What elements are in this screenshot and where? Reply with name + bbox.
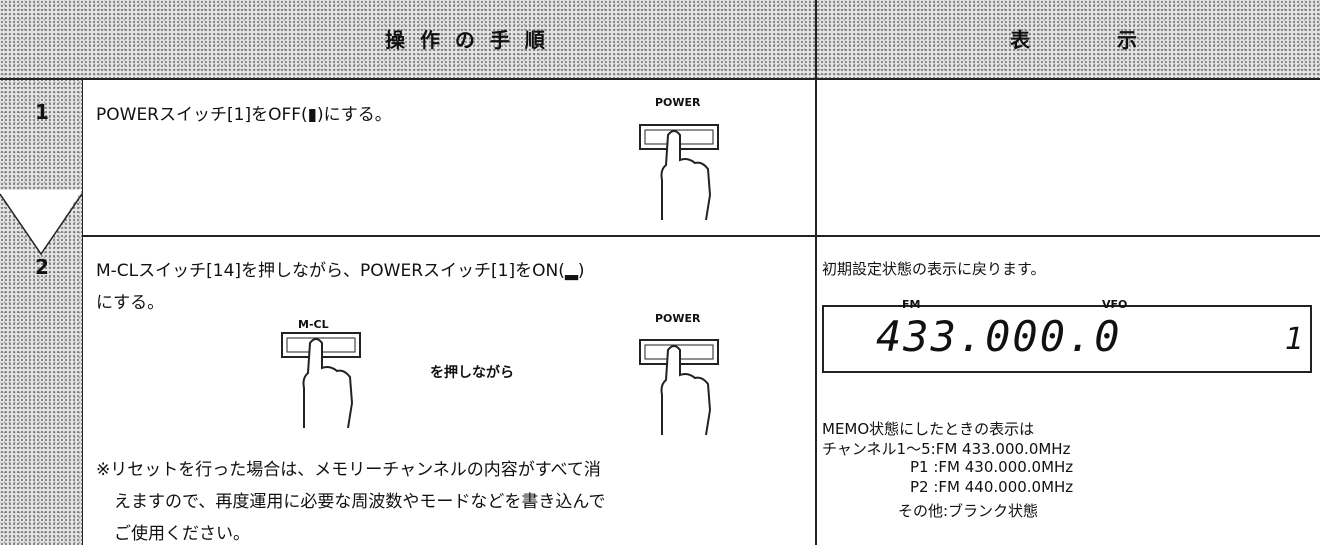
step-text: にする。 (96, 293, 165, 313)
step-column-bg (0, 78, 82, 545)
lcd-vfo: VFO (1102, 298, 1128, 311)
rule (82, 78, 83, 545)
step-number: 1 (35, 100, 49, 124)
lcd-channel: 1 (1285, 322, 1305, 357)
step-number: 2 (35, 255, 49, 279)
display-intro: 初期設定状態の表示に戻ります。 (822, 260, 1046, 278)
rule (815, 0, 817, 545)
header-bg (0, 0, 1320, 78)
rule (82, 235, 1320, 237)
hand-icon (639, 339, 719, 436)
lcd (822, 305, 1312, 373)
step-arrow (0, 190, 83, 256)
memo-text: P2 :FM 440.000.0MHz (910, 478, 1074, 496)
lcd-mode: FM (902, 298, 921, 311)
memo-text: チャンネル1〜5:FM 433.000.0MHz (822, 440, 1071, 458)
memo-text: その他:ブランク状態 (898, 502, 1039, 520)
note-text: ご使用ください。 (114, 524, 250, 544)
rule (0, 78, 1320, 80)
note-text: えますので、再度運用に必要な周波数やモードなどを書き込んで (114, 492, 606, 512)
hand-icon (639, 124, 719, 221)
while-pressing: を押しながら (430, 365, 514, 381)
button-label: POWER (655, 96, 701, 109)
header-procedure: 操 作 の 手 順 (385, 28, 549, 52)
header-display: 表 示 (1010, 28, 1177, 52)
step-text: POWERスイッチ[1]をOFF(▮)にする。 (96, 105, 392, 125)
button-label: POWER (655, 312, 701, 325)
button-label: M-CL (298, 318, 329, 331)
memo-text: MEMO状態にしたときの表示は (822, 420, 1035, 438)
hand-icon (281, 332, 361, 429)
lcd-frequency: 433.000.0 (876, 312, 1122, 361)
memo-text: P1 :FM 430.000.0MHz (910, 458, 1074, 476)
step-text: M-CLスイッチ[14]を押しながら、POWERスイッチ[1]をON(▂) (96, 261, 585, 281)
note-text: ※リセットを行った場合は、メモリーチャンネルの内容がすべて消 (96, 460, 601, 480)
